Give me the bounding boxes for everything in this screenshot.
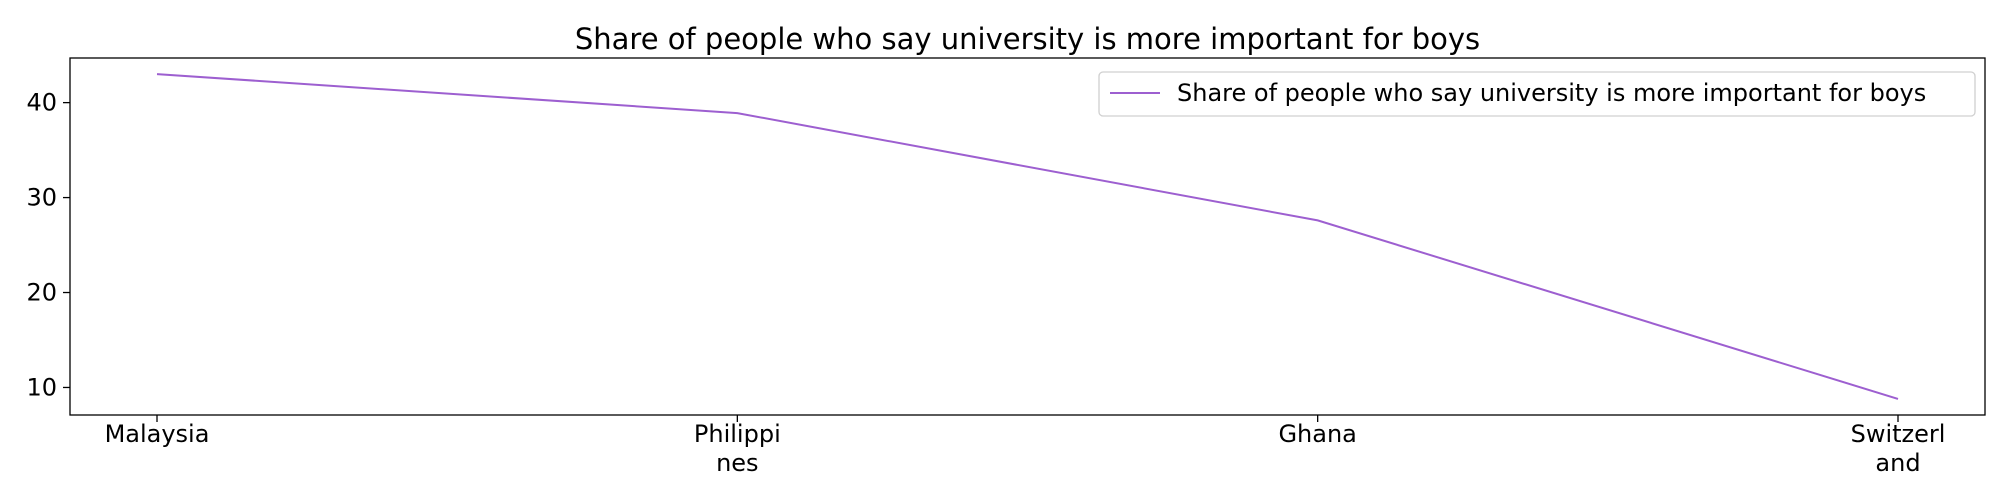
- y-tick-label: 20: [26, 279, 57, 307]
- y-tick-label: 40: [26, 89, 57, 117]
- y-tick-label: 30: [26, 184, 57, 212]
- chart-title: Share of people who say university is mo…: [575, 22, 1480, 56]
- x-tick-label: Malaysia: [105, 420, 210, 448]
- legend: Share of people who say university is mo…: [1099, 72, 1975, 116]
- x-tick-label: Philippi nes: [694, 420, 781, 477]
- x-tick-label: Switzerl and: [1851, 420, 1946, 477]
- legend-label: Share of people who say university is mo…: [1177, 79, 1926, 107]
- y-axis: 10 20 30 40: [26, 89, 70, 402]
- series-line: [157, 74, 1898, 399]
- x-tick-label: Ghana: [1278, 420, 1356, 448]
- series-layer: [157, 74, 1898, 399]
- y-tick-label: 10: [26, 373, 57, 401]
- x-axis: Malaysia Philippi nes Ghana Switzerl and: [105, 415, 1946, 477]
